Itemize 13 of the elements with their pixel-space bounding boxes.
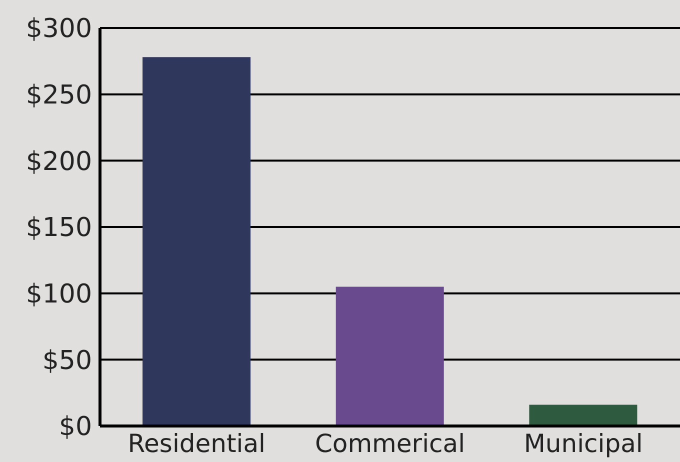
bar	[142, 57, 251, 426]
y-tick-label: $100	[26, 280, 92, 310]
y-tick-label: $0	[58, 412, 92, 442]
y-tick-label: $200	[26, 146, 92, 177]
y-tick-label: $300	[26, 14, 92, 44]
x-tick-label: Commerical	[314, 428, 466, 458]
y-tick-label: $150	[26, 213, 92, 244]
bar	[336, 286, 444, 426]
bar	[529, 404, 638, 426]
x-tick-label: Municipal	[524, 428, 643, 458]
y-tick-label: $250	[26, 80, 92, 111]
y-tick-label: $50	[42, 346, 92, 376]
x-tick-label: Residential	[128, 428, 266, 458]
